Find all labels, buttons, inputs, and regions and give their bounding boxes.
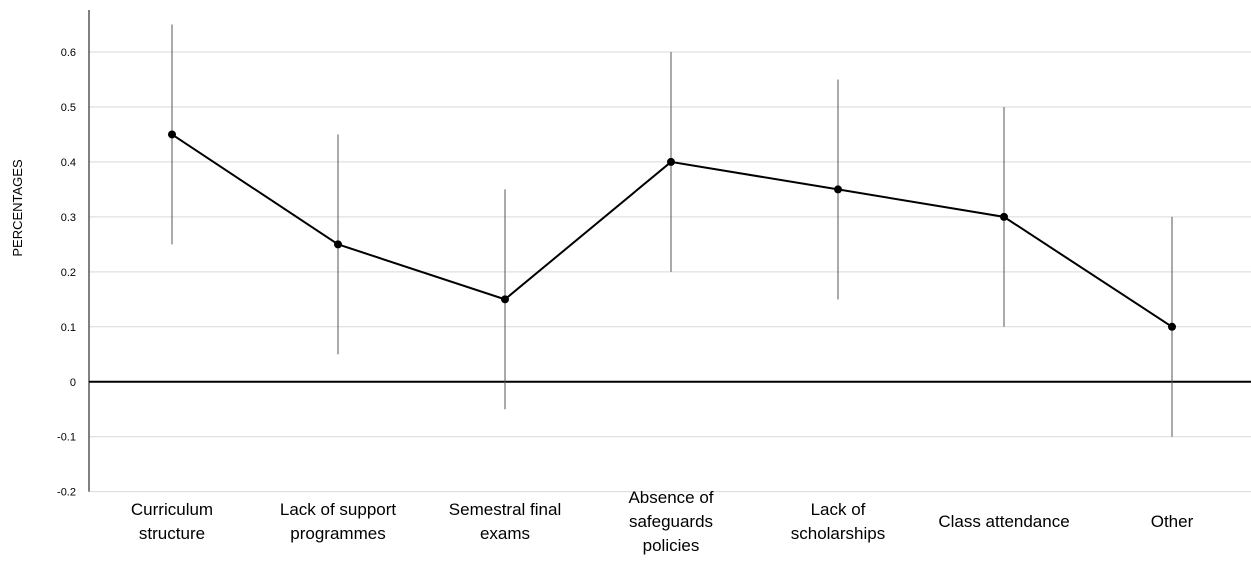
y-tick-label: 0 — [70, 377, 76, 389]
data-point — [501, 295, 509, 304]
y-tick-label: 0.5 — [61, 102, 76, 114]
x-category-label: Curriculum — [131, 500, 213, 519]
y-tick-label: -0.2 — [57, 487, 76, 499]
data-point — [334, 240, 342, 249]
y-tick-label: 0.3 — [61, 212, 76, 224]
y-tick-label: 0.6 — [61, 47, 76, 59]
data-point — [667, 157, 675, 166]
data-point — [1168, 322, 1176, 331]
x-category-label: exams — [480, 524, 530, 543]
x-category-label: safeguards — [629, 512, 713, 531]
y-tick-label: 0.4 — [61, 157, 76, 169]
y-tick-label: 0.1 — [61, 322, 76, 334]
data-point — [834, 185, 842, 194]
data-point — [168, 130, 176, 139]
x-category-label: structure — [139, 524, 205, 543]
x-category-label: Lack of — [811, 500, 866, 519]
x-category-label: scholarships — [791, 524, 886, 543]
x-category-label: Other — [1151, 512, 1194, 531]
x-category-label: programmes — [290, 524, 385, 543]
data-point — [1000, 212, 1008, 221]
x-category-label: Lack of support — [280, 500, 397, 519]
x-category-label: Absence of — [628, 488, 713, 507]
x-category-label: Semestral final — [449, 500, 561, 519]
x-category-label: Class attendance — [938, 512, 1069, 531]
x-category-label: policies — [643, 536, 700, 555]
y-tick-label: -0.1 — [57, 432, 76, 444]
y-axis-label: PERCENTAGES — [10, 159, 25, 257]
y-tick-label: 0.2 — [61, 267, 76, 279]
